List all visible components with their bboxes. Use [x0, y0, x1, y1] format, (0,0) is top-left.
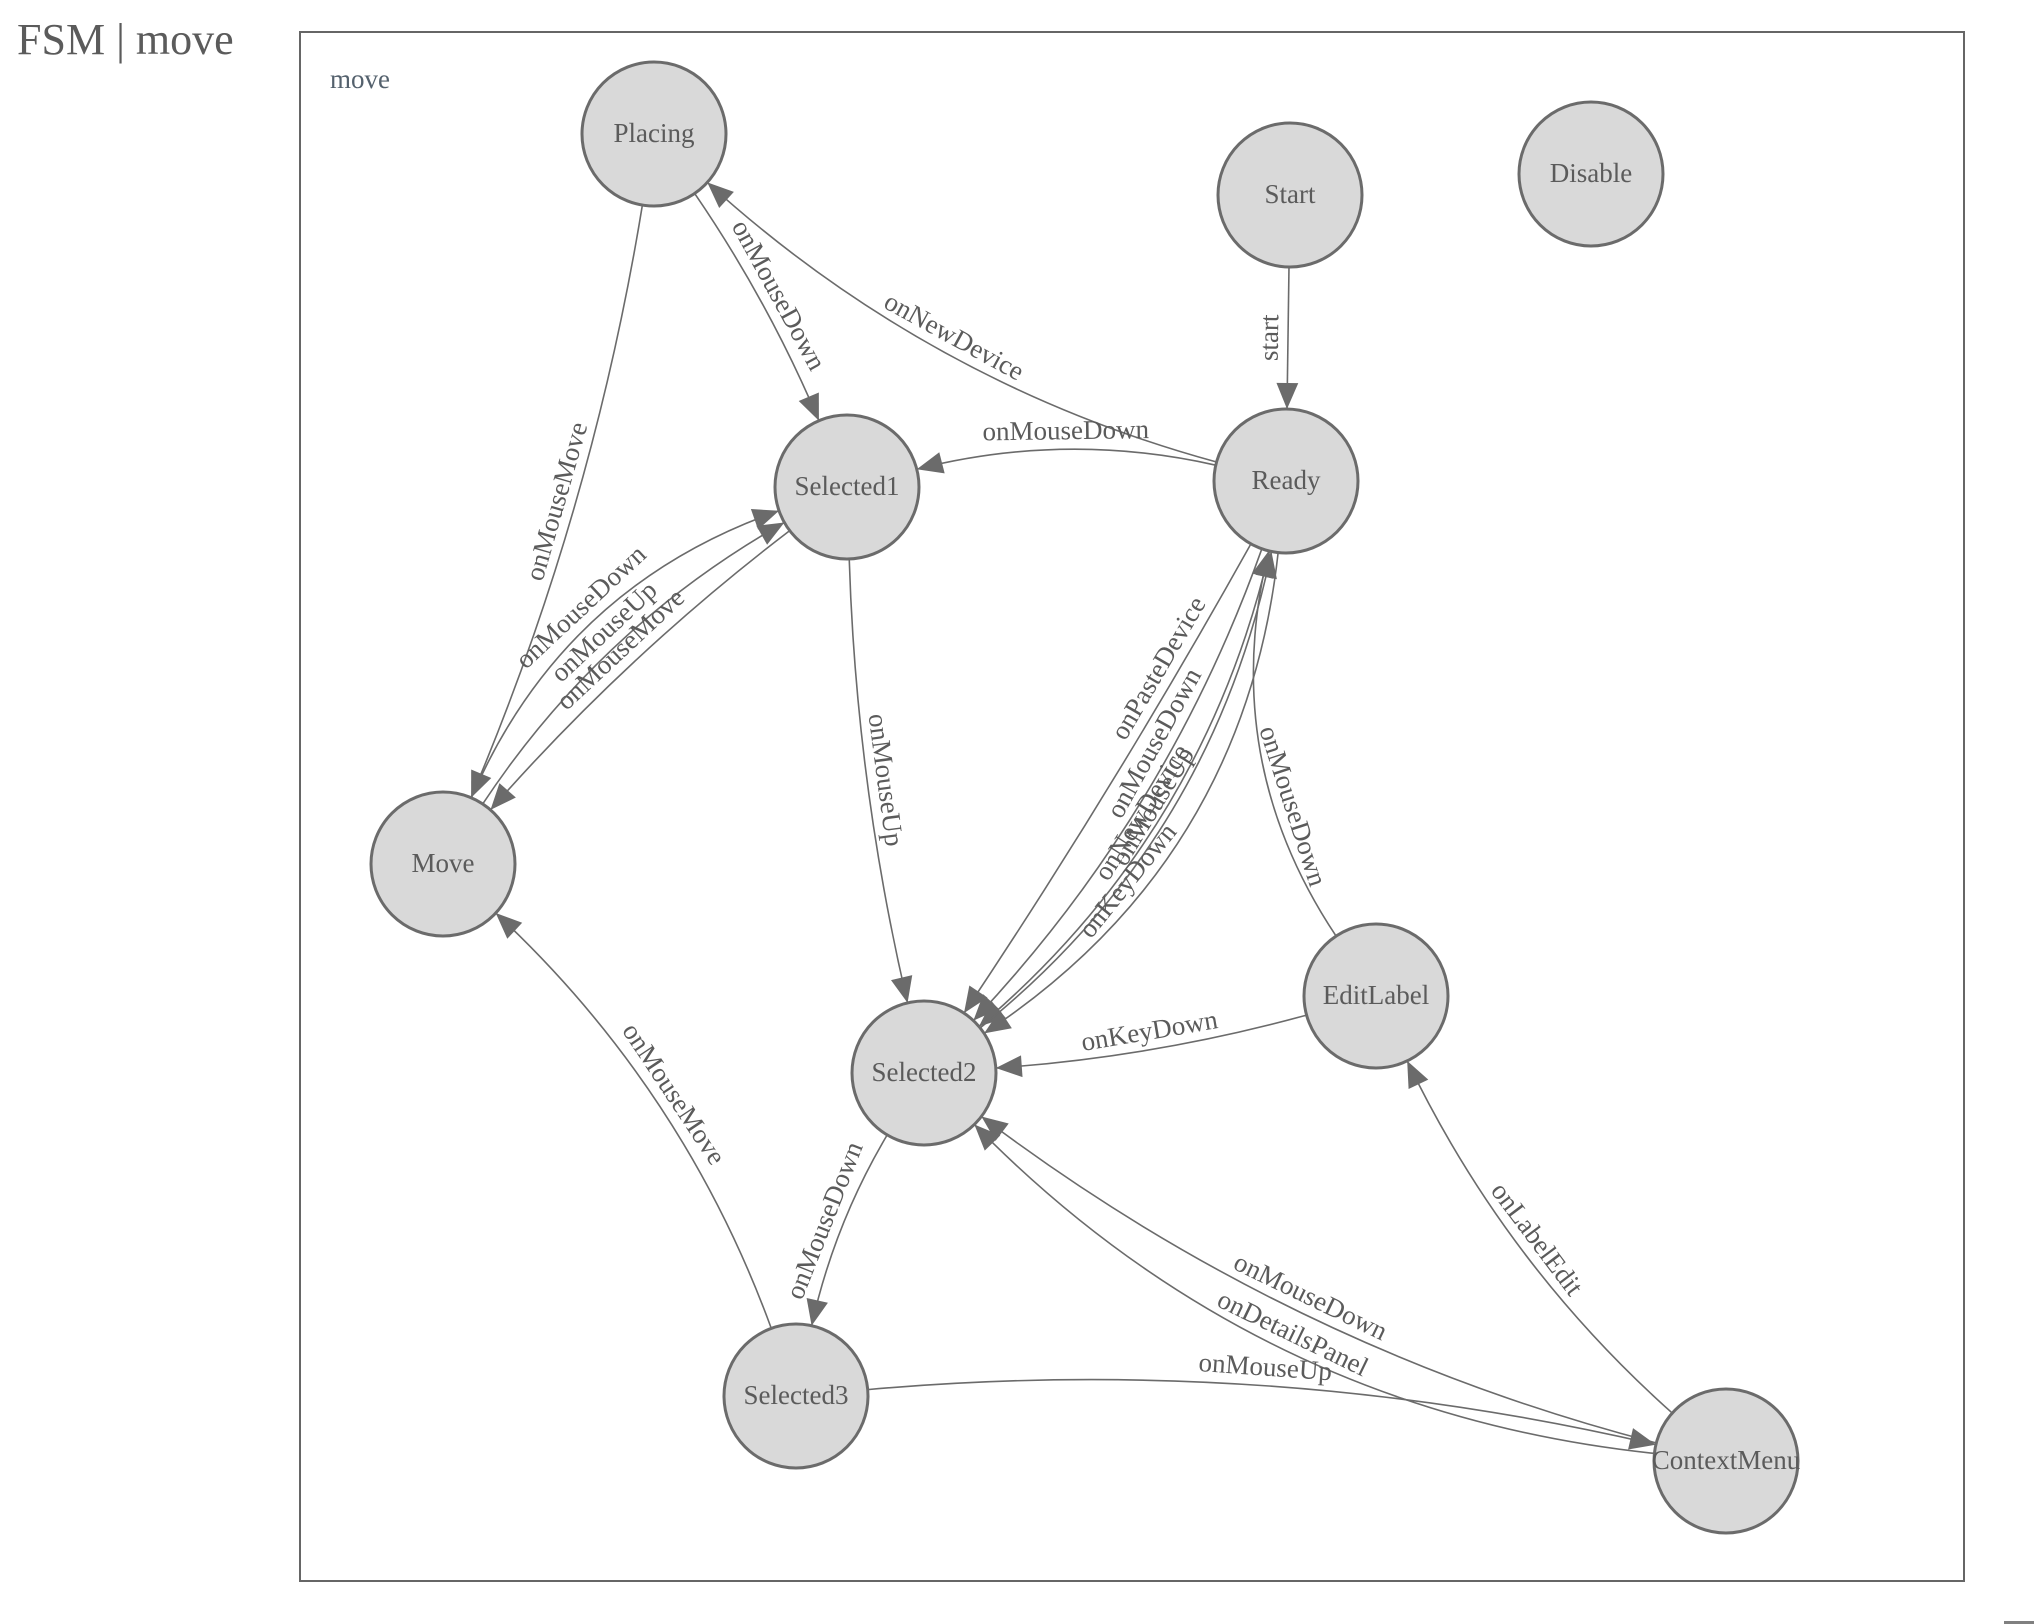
svg-text:onMouseMove: onMouseMove: [617, 1017, 732, 1170]
svg-text:move: move: [330, 64, 390, 94]
svg-text:Disable: Disable: [1550, 158, 1632, 188]
svg-text:Selected1: Selected1: [795, 471, 900, 501]
svg-text:Selected3: Selected3: [744, 1380, 849, 1410]
svg-text:Selected2: Selected2: [872, 1057, 977, 1087]
svg-text:onMouseMove: onMouseMove: [519, 419, 593, 584]
svg-text:onMouseUp: onMouseUp: [863, 712, 910, 848]
svg-text:onMouseDown: onMouseDown: [726, 215, 832, 376]
svg-text:onLabelEdit: onLabelEdit: [1485, 1176, 1590, 1301]
svg-text:EditLabel: EditLabel: [1323, 980, 1429, 1010]
svg-text:Ready: Ready: [1252, 465, 1321, 495]
svg-text:ContextMenu: ContextMenu: [1652, 1445, 1801, 1475]
svg-text:Placing: Placing: [614, 118, 695, 148]
svg-text:onNewDevice: onNewDevice: [879, 286, 1029, 387]
svg-text:Move: Move: [412, 848, 475, 878]
svg-text:start: start: [1254, 314, 1285, 361]
svg-text:Start: Start: [1265, 179, 1316, 209]
svg-text:onMouseDown: onMouseDown: [982, 414, 1149, 446]
svg-text:onMouseDown: onMouseDown: [1253, 722, 1333, 890]
